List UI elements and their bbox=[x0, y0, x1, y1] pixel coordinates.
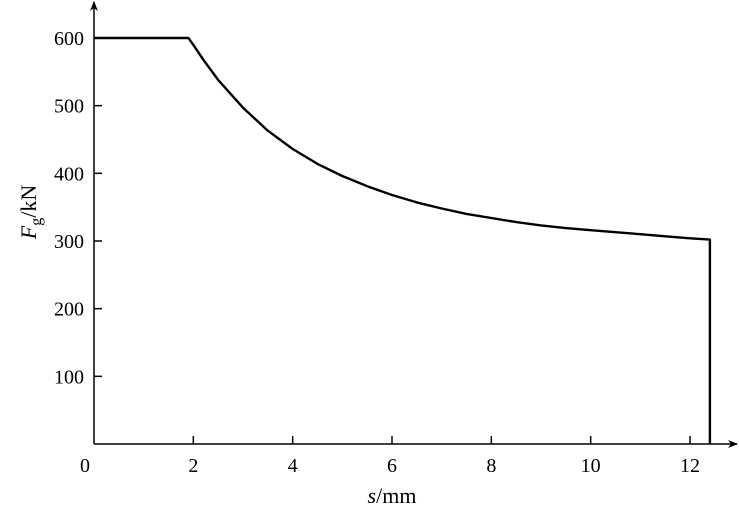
x-tick-label: 10 bbox=[581, 455, 601, 477]
y-tick-label: 400 bbox=[54, 163, 84, 185]
y-axis-unit: /kN bbox=[16, 185, 41, 218]
y-tick-label: 100 bbox=[54, 366, 84, 388]
x-tick-label: 6 bbox=[387, 455, 397, 477]
y-tick-label: 600 bbox=[54, 28, 84, 50]
y-tick-label: 500 bbox=[54, 96, 84, 118]
y-axis-label: Fg/kN bbox=[16, 185, 45, 241]
x-ticks: 0 2 4 6 8 10 12 bbox=[80, 436, 700, 477]
x-axis-unit: /mm bbox=[376, 483, 416, 508]
x-axis-label: s/mm bbox=[368, 483, 417, 508]
y-tick-label: 200 bbox=[54, 299, 84, 321]
x-tick-label: 2 bbox=[188, 455, 198, 477]
x-axis-symbol: s bbox=[368, 483, 377, 508]
x-tick-label: 4 bbox=[288, 455, 298, 477]
y-ticks: 100 200 300 400 500 600 bbox=[54, 28, 102, 388]
x-tick-label: 12 bbox=[680, 455, 700, 477]
force-displacement-curve bbox=[94, 36, 712, 444]
y-tick-label: 300 bbox=[54, 231, 84, 253]
y-axis-symbol: F bbox=[16, 225, 41, 240]
y-axis-subscript: g bbox=[28, 218, 45, 226]
x-tick-label: 0 bbox=[80, 455, 90, 477]
x-tick-label: 8 bbox=[486, 455, 496, 477]
